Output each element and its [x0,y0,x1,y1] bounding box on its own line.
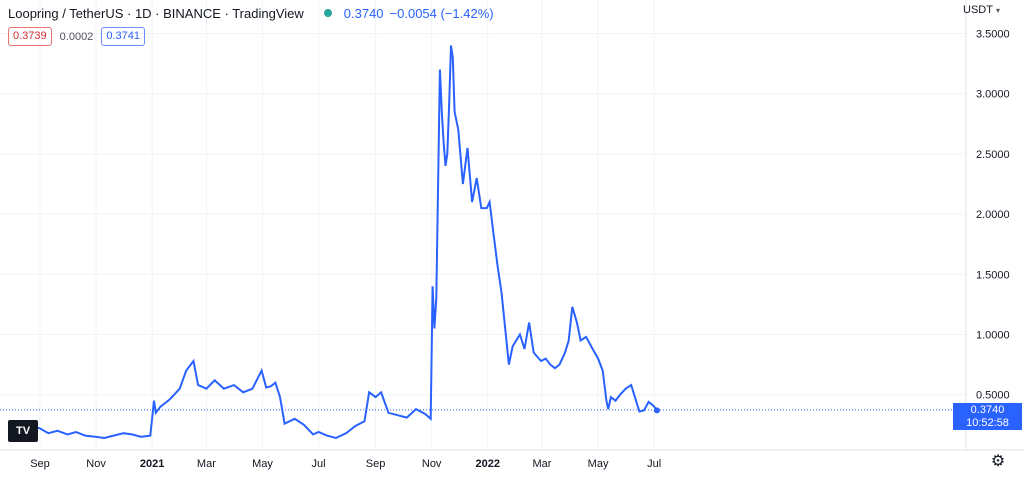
y-tick-label: 1.0000 [976,330,1010,342]
chart-grid [0,0,966,450]
currency-unit-selector[interactable]: USDT ▾ [963,4,1000,16]
currency-unit-label: USDT [963,4,993,16]
market-status-icon [323,9,332,17]
x-tick-label: Jul [312,458,326,470]
x-tick-label: 2022 [476,458,500,470]
y-tick-label: 0.5000 [976,390,1010,402]
symbol-title[interactable]: Loopring / TetherUS · 1D · BINANCE · Tra… [8,5,304,21]
x-tick-label: Jul [647,458,661,470]
buy-price-button[interactable]: 0.3741 [101,27,145,46]
time-axis: Sep Nov 2021 Mar May Jul Sep Nov 2022 Mar May Jul [30,458,661,470]
x-tick-label: Sep [30,458,50,470]
current-price-badge: 0.3740 10:52:58 [953,403,1022,430]
y-tick-label: 2.0000 [976,209,1010,221]
chevron-down-icon: ▾ [995,5,1000,15]
x-tick-label: May [588,458,609,470]
y-tick-label: 2.5000 [976,149,1010,161]
gear-icon[interactable]: ⚙ [990,453,1006,470]
x-tick-label: Mar [533,458,552,470]
y-tick-label: 3.0000 [976,89,1010,101]
x-tick-label: Mar [197,458,216,470]
price-axis: 0.5000 1.0000 1.5000 2.0000 2.5000 3.0000 3.50… [976,29,1010,402]
price-change: −0.0054 (−1.42%) [389,5,494,21]
x-tick-label: Sep [366,458,386,470]
x-tick-label: Nov [422,458,442,470]
bid-ask-row: 0.3739 0.0002 0.3741 [8,27,145,46]
tradingview-logo[interactable]: TV [8,420,38,442]
sell-price-button[interactable]: 0.3739 [8,27,52,46]
bar-countdown: 10:52:58 [966,417,1009,429]
price-series-line [10,45,658,440]
x-tick-label: May [252,458,273,470]
x-tick-label: Nov [86,458,106,470]
current-price-value: 0.3740 [970,404,1005,416]
y-tick-label: 3.5000 [976,29,1010,41]
last-price-marker [653,407,660,414]
y-tick-label: 1.5000 [976,269,1010,281]
chart-header: Loopring / TetherUS · 1D · BINANCE · Tra… [8,4,494,22]
x-tick-label: 2021 [140,458,164,470]
spread-value: 0.0002 [59,30,94,43]
last-price: 0.3740 [343,5,384,21]
